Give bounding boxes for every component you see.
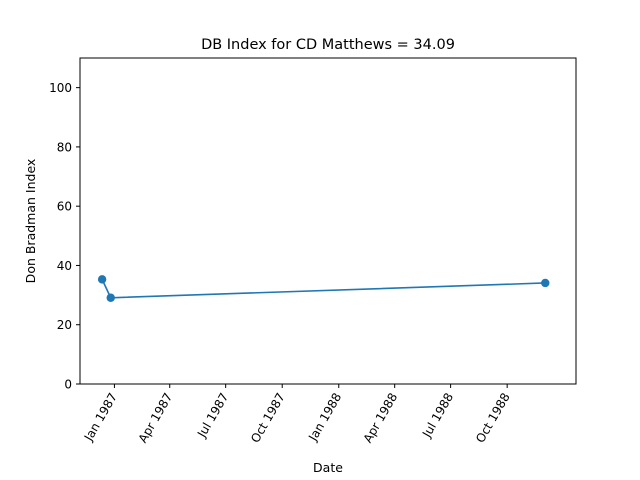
x-tick-label: Oct 1988 [473,391,513,446]
plot-area-frame [79,57,577,385]
x-tick-label: Jan 1987 [81,391,120,445]
y-tick-label: 80 [57,140,72,154]
y-tick-label: 0 [64,378,72,392]
x-tick-label: Oct 1987 [248,391,288,446]
data-point [97,275,107,284]
y-tick-label: 100 [49,81,72,95]
x-axis-label: Date [313,460,343,475]
y-axis: 0 20 40 60 80 100 [49,81,80,392]
series-line [101,279,546,299]
x-tick-label: Apr 1987 [136,391,176,446]
x-tick-label: Jul 1987 [194,391,231,441]
y-tick-label: 20 [57,318,72,332]
data-point [541,278,550,288]
x-tick-label: Jul 1988 [419,391,456,441]
series-layer [97,275,550,302]
y-axis-label: Don Bradman Index [23,159,38,284]
x-tick-label: Jan 1988 [305,391,344,445]
x-axis: Jan 1987 Apr 1987 Jul 1987 Oct 1987 Jan 1988… [81,384,513,445]
data-point [106,293,115,302]
y-tick-label: 40 [57,259,72,273]
chart-title: DB Index for CD Matthews = 34.09 [201,37,455,53]
y-tick-label: 60 [57,200,72,214]
x-tick-label: Apr 1988 [361,391,401,446]
